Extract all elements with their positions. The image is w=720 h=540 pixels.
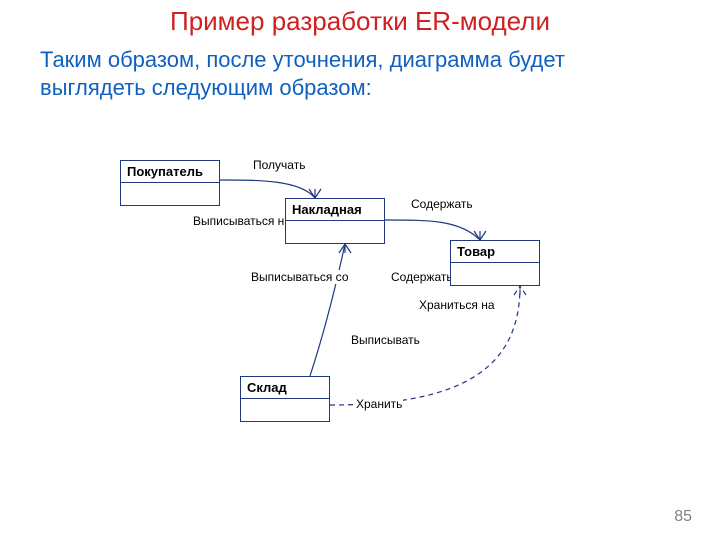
- edge-label: Хранить: [355, 397, 403, 411]
- page-number: 85: [674, 508, 692, 526]
- slide-body-text: Таким образом, после уточнения, диаграмм…: [40, 46, 640, 101]
- edge-buyer-invoice: [220, 180, 315, 198]
- entity-title: Покупатель: [121, 161, 219, 183]
- edge-invoice-product: [385, 220, 480, 240]
- entity-body: [286, 221, 384, 245]
- entity-title: Склад: [241, 377, 329, 399]
- entity-title: Товар: [451, 241, 539, 263]
- entity-title: Накладная: [286, 199, 384, 221]
- entity-invoice: Накладная: [285, 198, 385, 244]
- edge-label: Получать: [252, 158, 306, 172]
- entity-buyer: Покупатель: [120, 160, 220, 206]
- edge-label: Выписываться со: [250, 270, 350, 284]
- edge-label: Выписывать: [350, 333, 421, 347]
- slide: Пример разработки ER-модели Таким образо…: [0, 0, 720, 540]
- edge-label: Выписываться на: [192, 214, 292, 228]
- slide-title: Пример разработки ER-модели: [0, 6, 720, 37]
- entity-body: [451, 263, 539, 287]
- edge-label: Храниться на: [418, 298, 496, 312]
- edge-label: Содержать: [410, 197, 474, 211]
- er-diagram: ПолучатьВыписываться наСодержатьСодержат…: [100, 150, 620, 480]
- entity-warehouse: Склад: [240, 376, 330, 422]
- entity-body: [121, 183, 219, 207]
- entity-body: [241, 399, 329, 423]
- edge-warehouse-invoice: [310, 244, 345, 376]
- entity-product: Товар: [450, 240, 540, 286]
